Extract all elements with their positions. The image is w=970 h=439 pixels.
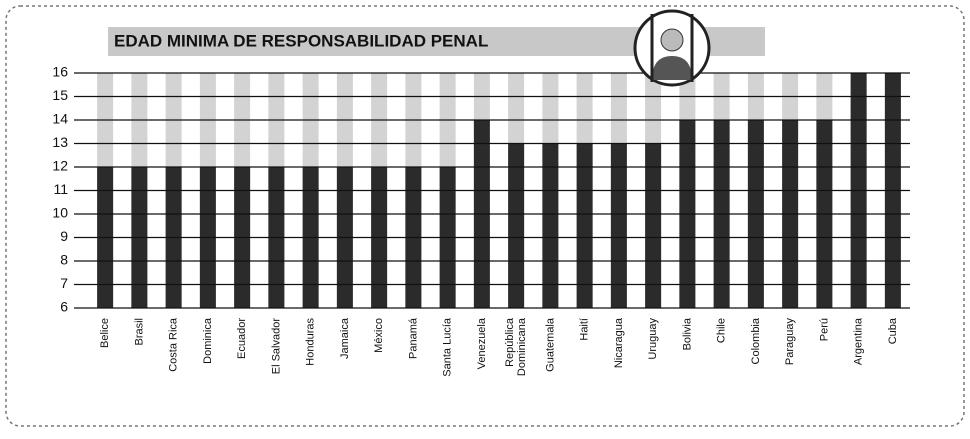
x-tick-label: Costa Rica [168, 317, 180, 372]
x-tick-label: Argentina [853, 317, 865, 365]
x-tick-label: RepúblicaDominicana [504, 317, 528, 376]
x-tick-label: Uruguay [647, 318, 659, 360]
y-tick-label: 9 [60, 228, 68, 244]
x-tick-label: Venezuela [476, 317, 488, 369]
x-tick-label: Perú [818, 318, 830, 341]
plot: Belice Brasil Costa Rica Dominica Ecuador El … [52, 64, 910, 377]
bar [576, 143, 593, 308]
x-tick-label: Cuba [887, 317, 899, 344]
y-tick-label: 10 [52, 205, 68, 221]
x-tick-label: Colombia [750, 317, 762, 364]
bar [610, 143, 627, 308]
y-tick-label: 6 [60, 299, 68, 315]
x-tick-label: Honduras [305, 318, 317, 366]
bar [508, 143, 525, 308]
icon [633, 9, 711, 87]
x-tick-label: Nicaragua [613, 317, 625, 368]
y-tick-label: 15 [52, 87, 68, 103]
x-tick-label: Brasil [133, 318, 145, 346]
x-tick-label: Ecuador [236, 318, 248, 359]
y-tick-label: 14 [52, 111, 68, 127]
bar [645, 143, 662, 308]
y-tick-label: 13 [52, 134, 68, 150]
x-tick-label: México [373, 318, 385, 353]
y-tick-label: 7 [60, 275, 68, 291]
x-tick-label: Belice [99, 318, 111, 348]
x-tick-label: Santa Lucía [442, 317, 454, 377]
x-tick-label: El Salvador [270, 318, 282, 375]
chart-title: EDAD MINIMA DE RESPONSABILIDAD PENAL [114, 31, 488, 50]
x-tick-label: Haití [579, 318, 591, 341]
y-tick-label: 11 [53, 181, 68, 197]
x-tick-label: Panamá [407, 317, 419, 359]
x-tick-label: Paraguay [784, 318, 796, 366]
x-tick-label: Bolivia [681, 317, 693, 350]
x-tick-label: Jamaica [339, 317, 351, 359]
x-tick-label: Chile [716, 318, 728, 343]
frame [5, 5, 965, 427]
y-tick-label: 12 [52, 158, 68, 174]
y-tick-label: 8 [60, 252, 68, 268]
bar [542, 143, 559, 308]
x-tick-label: Dominica [202, 317, 214, 364]
y-tick-label: 16 [52, 64, 68, 80]
x-tick-label: Guatemala [544, 317, 556, 372]
